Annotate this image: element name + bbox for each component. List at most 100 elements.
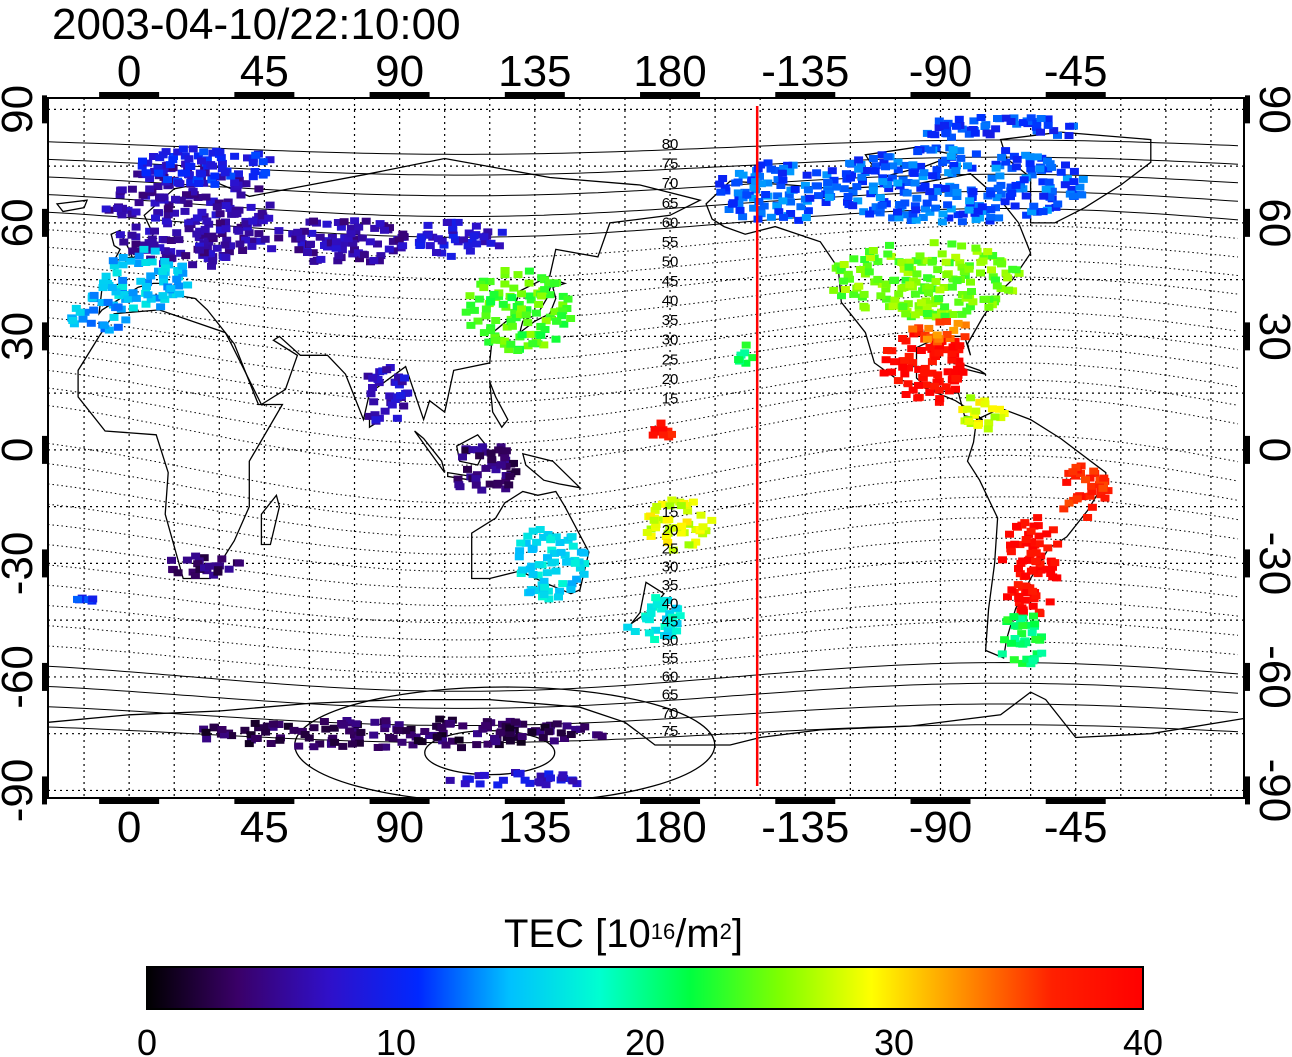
tec-cell bbox=[491, 466, 501, 474]
tec-cell bbox=[475, 780, 485, 788]
tec-cell bbox=[250, 719, 260, 727]
tec-cell bbox=[294, 742, 304, 750]
magnetic-contour bbox=[48, 496, 1239, 555]
tec-cell bbox=[1047, 187, 1057, 195]
tec-cell bbox=[756, 210, 766, 218]
tec-cell bbox=[663, 627, 673, 634]
magnetic-contour bbox=[48, 396, 1239, 466]
tec-cell bbox=[958, 406, 968, 414]
tec-cell bbox=[484, 338, 494, 346]
tec-cell bbox=[138, 157, 147, 165]
tec-cell bbox=[222, 236, 232, 244]
magnetic-latitude-label: 50 bbox=[662, 632, 679, 649]
tec-cell bbox=[934, 295, 944, 303]
tec-cell bbox=[131, 208, 141, 216]
magnetic-latitude-label: 70 bbox=[662, 705, 679, 722]
tec-cell bbox=[575, 564, 585, 572]
tec-cell bbox=[1021, 151, 1031, 159]
magnetic-latitude-label: 75 bbox=[662, 156, 679, 173]
tec-cell bbox=[448, 224, 458, 232]
tec-cell bbox=[274, 721, 284, 728]
tec-cell bbox=[469, 306, 479, 314]
tec-cell bbox=[333, 219, 343, 226]
tec-cell bbox=[153, 164, 163, 172]
tec-cell bbox=[696, 511, 706, 519]
longitude-label-bottom: 45 bbox=[240, 803, 289, 852]
tec-cell bbox=[1076, 462, 1086, 470]
tec-cell bbox=[425, 732, 435, 739]
tec-cell bbox=[234, 559, 244, 567]
tec-cell bbox=[630, 628, 640, 635]
tec-cell bbox=[133, 170, 143, 178]
tec-cell bbox=[560, 735, 569, 742]
magnetic-latitude-label: 35 bbox=[662, 312, 679, 329]
tec-cell bbox=[1001, 269, 1011, 277]
tec-cell bbox=[200, 564, 209, 572]
frame-tick-right bbox=[1245, 435, 1250, 464]
tec-cell bbox=[566, 315, 576, 322]
tec-cell bbox=[946, 205, 956, 213]
tec-cell bbox=[931, 313, 941, 321]
tec-cell bbox=[184, 219, 194, 227]
tec-cell bbox=[118, 261, 128, 269]
magnetic-contour bbox=[48, 475, 1239, 538]
tec-cell bbox=[158, 268, 168, 275]
tec-cell bbox=[549, 737, 559, 745]
tec-cell bbox=[1031, 549, 1041, 557]
tec-cell bbox=[158, 292, 168, 300]
tec-cell bbox=[472, 240, 482, 248]
tec-cell bbox=[131, 294, 141, 302]
tec-cell bbox=[154, 169, 164, 177]
tec-cell bbox=[1015, 640, 1025, 648]
frame-tick-right bbox=[1245, 776, 1250, 805]
tec-cell bbox=[728, 199, 738, 207]
tec-cell bbox=[814, 192, 823, 200]
tec-cell bbox=[166, 237, 176, 244]
tec-cell bbox=[777, 169, 787, 177]
tec-cell bbox=[987, 174, 997, 182]
tec-cell bbox=[893, 158, 903, 166]
latitude-label-left: -60 bbox=[0, 645, 42, 709]
tec-cell bbox=[958, 368, 968, 376]
tec-cell bbox=[517, 305, 526, 313]
tec-cell bbox=[943, 368, 953, 376]
tec-cell bbox=[1049, 127, 1059, 135]
magnetic-latitude-label: 65 bbox=[662, 687, 679, 704]
tec-cell bbox=[885, 241, 894, 249]
tec-cell bbox=[384, 245, 394, 253]
tec-cell bbox=[859, 208, 869, 216]
tec-cell bbox=[1018, 606, 1028, 614]
tec-cell bbox=[557, 312, 567, 320]
tec-cell bbox=[364, 412, 374, 420]
tec-cell bbox=[268, 720, 278, 728]
tec-cell bbox=[668, 546, 678, 554]
magnetic-contour bbox=[48, 362, 1239, 425]
tec-cell bbox=[1020, 596, 1030, 604]
tec-cell bbox=[940, 184, 950, 192]
tec-cell bbox=[540, 723, 550, 731]
tec-cell bbox=[163, 205, 173, 213]
tec-cell bbox=[109, 262, 119, 270]
tec-cell bbox=[350, 235, 360, 243]
tec-cell bbox=[316, 255, 326, 263]
magnetic-contour bbox=[48, 173, 1239, 197]
tec-cell bbox=[979, 252, 989, 260]
tec-cell bbox=[945, 335, 955, 342]
tec-cell bbox=[1000, 198, 1010, 206]
tec-cell bbox=[1029, 612, 1038, 620]
magnetic-latitude-label: 75 bbox=[662, 723, 679, 740]
magnetic-contour bbox=[48, 599, 1239, 641]
tec-cell bbox=[206, 250, 216, 258]
tec-cell bbox=[871, 162, 881, 170]
frame-tick-top bbox=[910, 92, 971, 97]
tec-cell bbox=[199, 179, 209, 187]
tec-cell bbox=[990, 413, 1000, 421]
tec-cell bbox=[843, 193, 853, 200]
tec-cell bbox=[1100, 494, 1110, 502]
tec-cell bbox=[975, 214, 985, 222]
tec-cell bbox=[161, 236, 171, 244]
tec-cell bbox=[832, 183, 841, 191]
longitude-label-top: 135 bbox=[498, 47, 571, 96]
tec-cell bbox=[516, 539, 526, 547]
magnetic-latitude-label: 25 bbox=[662, 351, 679, 368]
